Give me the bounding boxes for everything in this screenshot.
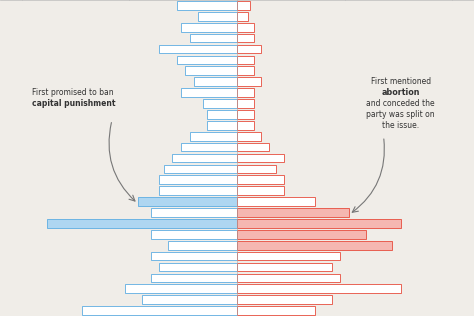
Bar	[237, 284, 401, 293]
Bar	[159, 263, 237, 271]
Bar	[237, 208, 349, 217]
Bar	[181, 143, 237, 151]
Bar	[237, 88, 254, 97]
Bar	[190, 132, 237, 141]
Bar	[237, 154, 284, 162]
Bar	[237, 1, 250, 10]
Bar	[177, 1, 237, 10]
Bar	[237, 132, 261, 141]
Bar	[237, 56, 254, 64]
Text: capital punishment: capital punishment	[31, 99, 115, 108]
Bar	[142, 295, 237, 304]
Bar	[151, 274, 237, 282]
Bar	[237, 34, 254, 42]
Bar	[47, 219, 237, 228]
Bar	[237, 99, 254, 108]
Bar	[237, 186, 284, 195]
Bar	[198, 12, 237, 21]
Bar	[202, 99, 237, 108]
Bar	[82, 306, 237, 315]
Bar	[159, 175, 237, 184]
Bar	[237, 110, 254, 119]
Bar	[237, 12, 248, 21]
Bar	[151, 252, 237, 260]
Bar	[237, 252, 340, 260]
Bar	[237, 121, 254, 130]
Bar	[138, 197, 237, 206]
Bar	[237, 263, 332, 271]
Bar	[173, 154, 237, 162]
Bar	[159, 186, 237, 195]
Bar	[237, 241, 392, 250]
Bar	[207, 121, 237, 130]
Bar	[207, 110, 237, 119]
Bar	[237, 45, 261, 53]
Bar	[185, 66, 237, 75]
Text: party was split on: party was split on	[366, 110, 435, 119]
Bar	[237, 230, 366, 239]
Bar	[125, 284, 237, 293]
Bar	[151, 208, 237, 217]
Text: First promised to ban: First promised to ban	[32, 88, 114, 97]
Bar	[237, 77, 261, 86]
Bar	[194, 77, 237, 86]
Bar	[237, 165, 276, 173]
Text: the issue.: the issue.	[382, 121, 419, 130]
Text: and conceded the: and conceded the	[366, 99, 435, 108]
Text: First mentioned: First mentioned	[371, 77, 431, 86]
Text: abortion: abortion	[382, 88, 420, 97]
Bar	[237, 143, 269, 151]
Bar	[190, 34, 237, 42]
Bar	[181, 88, 237, 97]
Bar	[237, 306, 315, 315]
Bar	[237, 23, 254, 32]
Bar	[164, 165, 237, 173]
Bar	[237, 219, 401, 228]
Bar	[237, 66, 254, 75]
Bar	[237, 175, 284, 184]
Bar	[168, 241, 237, 250]
Bar	[181, 23, 237, 32]
Bar	[237, 274, 340, 282]
Bar	[159, 45, 237, 53]
Bar	[237, 295, 332, 304]
Bar	[237, 197, 315, 206]
Bar	[177, 56, 237, 64]
Bar	[151, 230, 237, 239]
